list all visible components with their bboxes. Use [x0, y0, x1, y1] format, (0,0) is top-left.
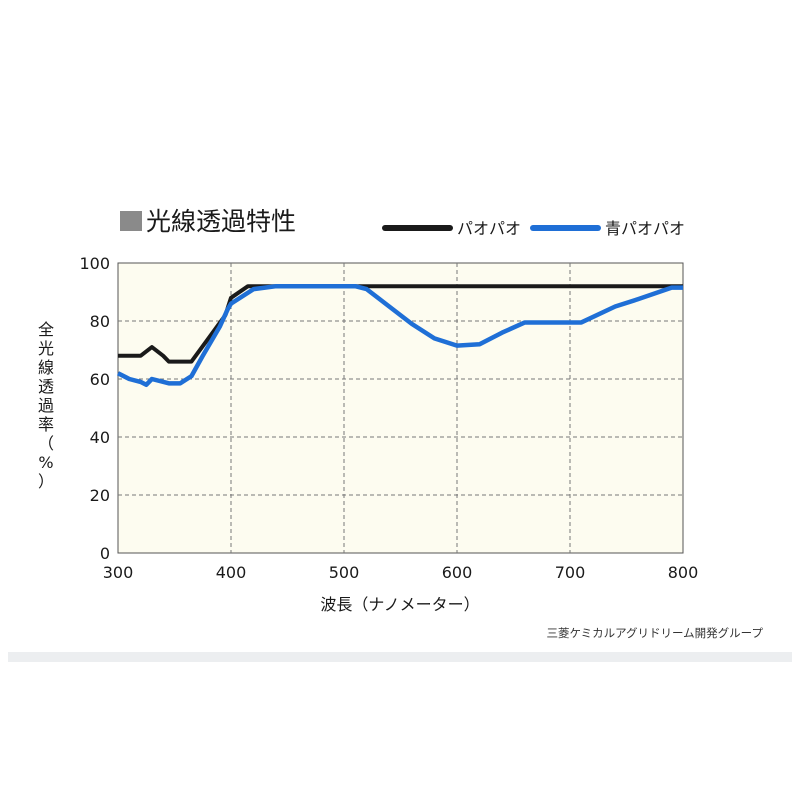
x-tick-label: 500	[329, 563, 360, 582]
legend-label: 青パオパオ	[605, 219, 685, 238]
chart-title: 光線透過特性	[146, 207, 296, 236]
y-tick-label: 0	[100, 544, 110, 563]
x-tick-label: 300	[103, 563, 134, 582]
legend-label: パオパオ	[457, 219, 521, 238]
footer-band	[8, 652, 792, 662]
legend: パオパオ 青パオパオ	[382, 219, 685, 238]
y-label-char: 透	[38, 377, 54, 396]
x-axis-label: 波長（ナノメーター）	[320, 595, 479, 614]
y-label-char: 全	[38, 320, 54, 339]
y-label-char: 光	[38, 339, 54, 358]
title-marker	[120, 211, 142, 231]
series-line-blue-paopao	[116, 283, 683, 388]
y-axis-label: 全光線透過率（%）	[38, 320, 54, 491]
x-tick-label: 700	[555, 563, 586, 582]
x-tick-label: 800	[668, 563, 699, 582]
y-label-char: （	[38, 434, 54, 453]
grid	[118, 263, 683, 553]
y-tick-label: 40	[90, 428, 110, 447]
y-tick-label: 80	[90, 312, 110, 331]
y-tick-label: 60	[90, 370, 110, 389]
y-tick-label: 20	[90, 486, 110, 505]
y-label-char: 過	[38, 396, 54, 415]
series-lines	[116, 283, 683, 388]
y-tick-label: 100	[79, 254, 110, 273]
x-tick-label: 400	[216, 563, 247, 582]
y-label-char: 率	[38, 415, 54, 434]
tick-labels: 300 400 500 600 700 800 0 20 40 60 80 100	[79, 254, 698, 582]
y-label-char: 線	[38, 358, 54, 377]
credit-text: 三菱ケミカルアグリドリーム開発グループ	[546, 626, 763, 640]
x-tick-label: 600	[442, 563, 473, 582]
y-label-char: %	[38, 453, 53, 472]
plot-area	[117, 262, 684, 554]
y-label-char: ）	[38, 472, 54, 491]
series-line-paopao	[118, 284, 683, 364]
